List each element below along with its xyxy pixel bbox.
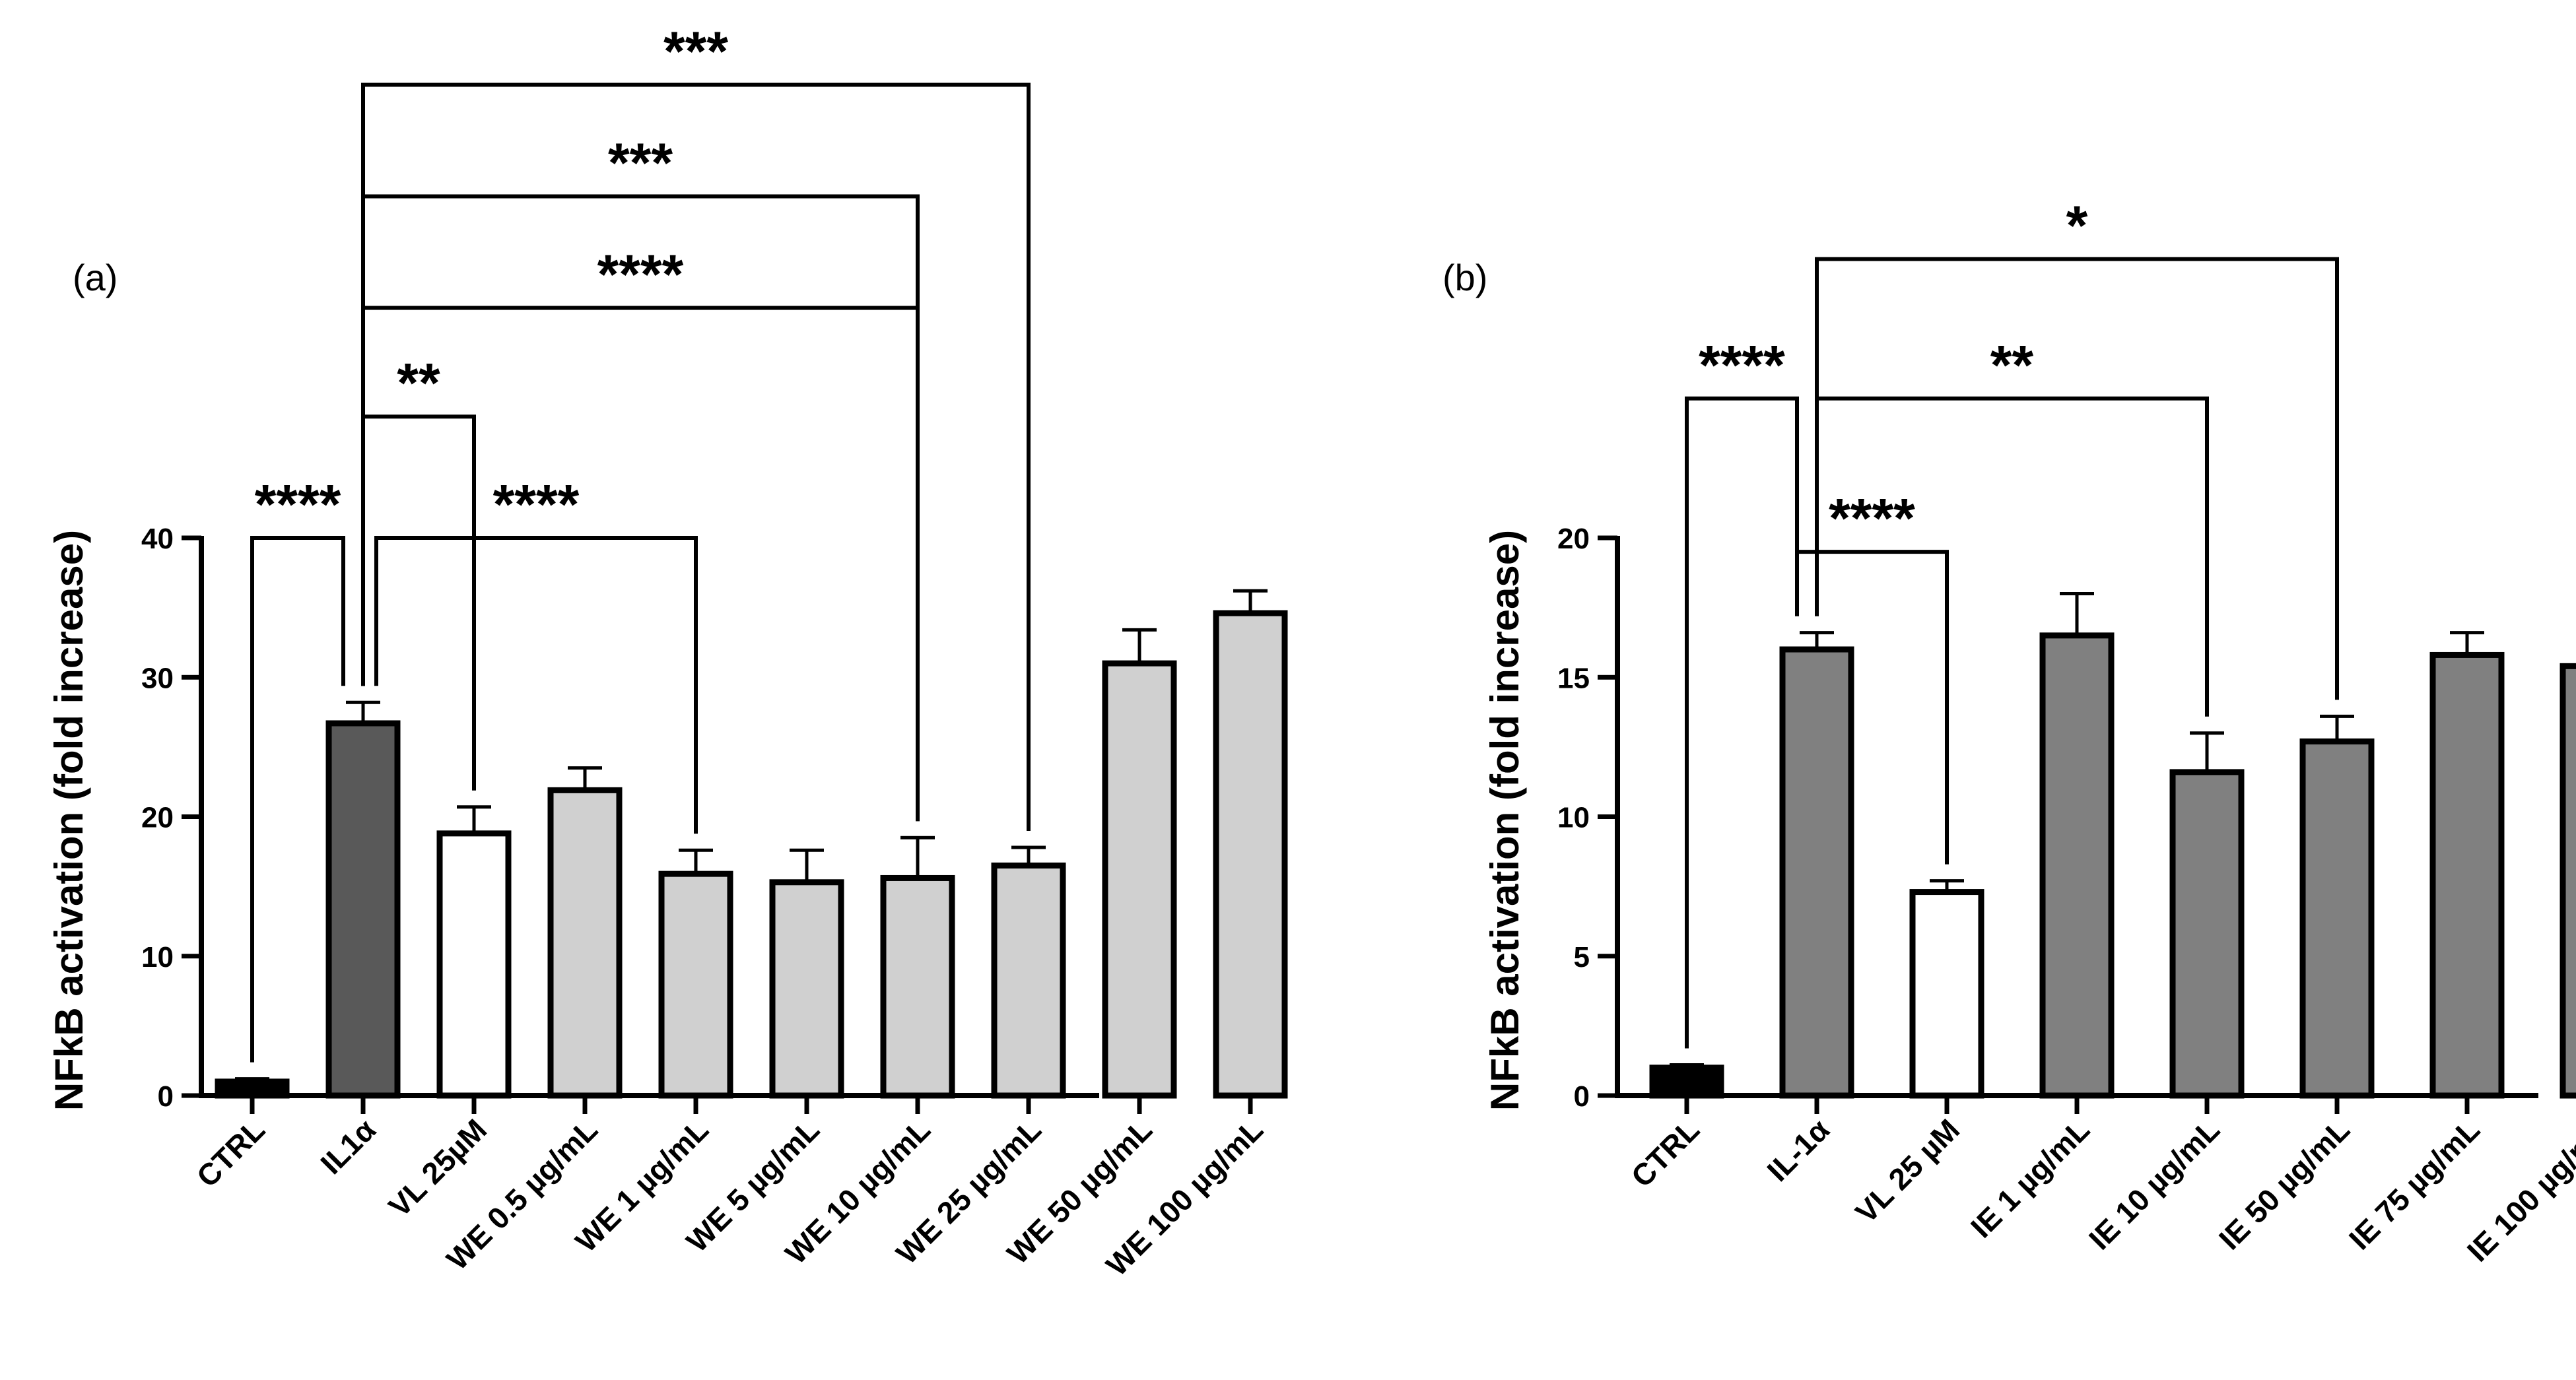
category-label: IE 10 µg/mL xyxy=(2082,1112,2226,1256)
bar xyxy=(880,874,955,1099)
panel-a: (a) NFkB activation (fold increase) 0 10 20 3… xyxy=(47,20,1288,1282)
bar xyxy=(769,879,844,1099)
bar xyxy=(2429,651,2505,1099)
y-tick-label: 20 xyxy=(141,802,174,834)
bar xyxy=(547,787,623,1099)
y-tick-label: 10 xyxy=(1557,802,1590,834)
category-label: IE 1 µg/mL xyxy=(1964,1112,2096,1244)
bar xyxy=(2169,769,2245,1099)
bar xyxy=(1649,1065,1724,1099)
bar xyxy=(325,720,401,1099)
y-axis-label: NFkB activation (fold increase) xyxy=(47,530,91,1111)
significance-label: **** xyxy=(1829,487,1915,549)
y-tick-label: 20 xyxy=(1557,523,1590,555)
significance-bracket xyxy=(250,536,345,1063)
category-label: IL-1α xyxy=(1760,1112,1836,1188)
bar xyxy=(436,830,512,1099)
bar xyxy=(1213,610,1288,1099)
category-label: IE 50 µg/mL xyxy=(2212,1112,2356,1256)
significance-label: ** xyxy=(1990,334,2034,396)
panel-b: (b) NFkB activation (fold increase) 0 5 10 15… xyxy=(1442,195,2576,1268)
bar xyxy=(1779,646,1854,1099)
significance-bracket xyxy=(361,82,1031,831)
significance-label: **** xyxy=(493,473,580,535)
bar xyxy=(2559,663,2576,1099)
panel-label: (a) xyxy=(73,257,118,298)
bar xyxy=(1909,889,1984,1099)
significance-label: **** xyxy=(255,473,341,535)
category-label: IL1α xyxy=(314,1112,382,1181)
significance-label: *** xyxy=(608,131,673,193)
significance-bracket xyxy=(1815,257,2339,700)
significance-label: * xyxy=(2066,195,2088,257)
y-tick-label: 40 xyxy=(141,523,174,555)
bar xyxy=(215,1078,290,1099)
y-tick-label: 10 xyxy=(141,941,174,973)
panel-label: (b) xyxy=(1442,257,1487,298)
category-label: CTRL xyxy=(1625,1112,1706,1193)
category-label: IE 75 µg/mL xyxy=(2342,1112,2486,1256)
bar xyxy=(2299,738,2375,1099)
y-tick-label: 30 xyxy=(141,662,174,694)
significance-bracket xyxy=(1815,396,2209,717)
y-tick-label: 0 xyxy=(158,1080,174,1113)
significance-bracket xyxy=(374,536,698,834)
y-axis-label: NFkB activation (fold increase) xyxy=(1483,530,1527,1111)
category-label: VL 25µM xyxy=(382,1112,493,1224)
bar xyxy=(2039,632,2115,1099)
significance-label: **** xyxy=(1699,334,1785,396)
bar xyxy=(1102,660,1177,1099)
significance-bracket xyxy=(1685,396,1799,1049)
significance-label: ** xyxy=(397,352,440,414)
bar xyxy=(658,871,733,1099)
y-tick-label: 0 xyxy=(1574,1080,1590,1113)
significance-bracket xyxy=(361,306,920,822)
y-tick-label: 15 xyxy=(1557,662,1590,694)
category-label: CTRL xyxy=(190,1112,271,1193)
significance-label: *** xyxy=(663,20,728,82)
bar xyxy=(991,862,1066,1099)
category-label: VL 25 µM xyxy=(1848,1112,1966,1230)
significance-label: **** xyxy=(597,243,684,305)
y-tick-label: 5 xyxy=(1574,941,1590,973)
